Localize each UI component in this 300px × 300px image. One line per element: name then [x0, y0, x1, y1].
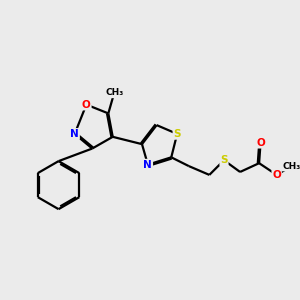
Text: CH₃: CH₃ [105, 88, 123, 98]
Text: CH₃: CH₃ [282, 162, 300, 171]
Text: S: S [220, 155, 228, 165]
Text: O: O [82, 100, 91, 110]
Text: O: O [272, 170, 281, 180]
Text: S: S [173, 129, 181, 139]
Text: N: N [143, 160, 152, 170]
Text: O: O [256, 138, 265, 148]
Text: N: N [70, 129, 79, 139]
